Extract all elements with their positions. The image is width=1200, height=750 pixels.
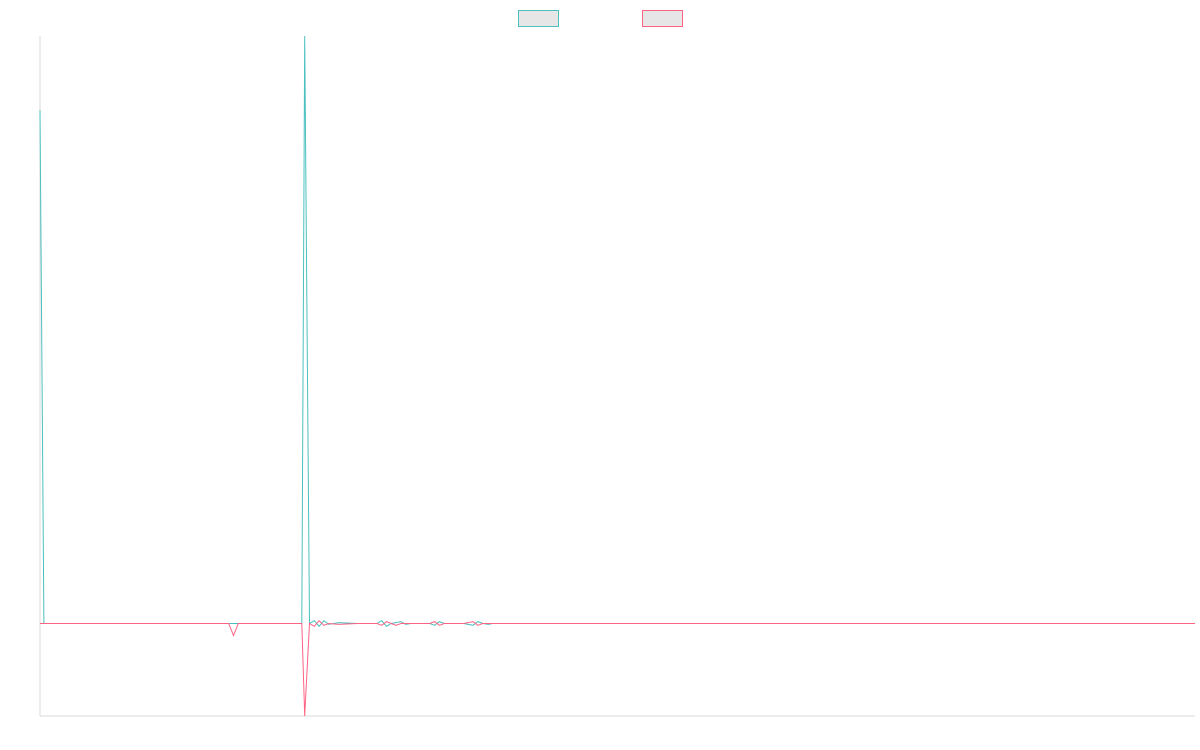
series-line-1 bbox=[39, 35, 1195, 628]
series-line-2 bbox=[40, 619, 1195, 717]
legend-swatch-2[interactable] bbox=[642, 10, 683, 27]
axes bbox=[39, 36, 1195, 717]
legend bbox=[518, 10, 683, 27]
plot-area bbox=[39, 35, 1195, 717]
legend-swatch-1[interactable] bbox=[518, 10, 559, 27]
